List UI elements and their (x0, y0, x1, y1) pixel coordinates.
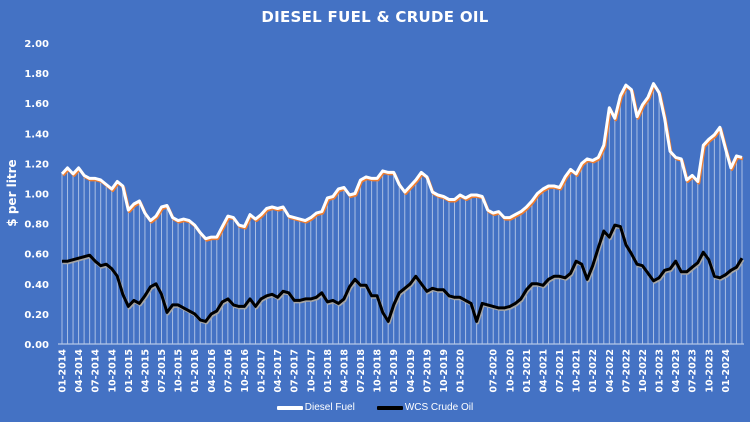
legend-swatch-diesel (276, 405, 303, 410)
x-tick-label: 10-2018 (373, 349, 384, 393)
y-tick-label: 1.60 (24, 99, 49, 110)
x-tick-label: 07-2017 (290, 349, 301, 393)
x-tick-label: 10-2021 (572, 349, 583, 393)
x-tick-label: 04-2021 (539, 349, 550, 393)
x-tick-label: 07-2016 (223, 349, 234, 393)
y-tick-label: 2.00 (24, 39, 49, 50)
drop-lines (61, 83, 743, 344)
legend-item-wcs[interactable]: WCS Crude Oil (376, 402, 474, 413)
x-tick-label: 04-2014 (74, 349, 85, 393)
x-tick-label: 07-2022 (621, 349, 632, 393)
svg-text:$ per litre: $ per litre (5, 159, 19, 226)
x-tick-label: 01-2017 (257, 349, 268, 393)
x-tick-label: 04-2017 (273, 349, 284, 393)
x-tick-label: 01-2016 (190, 349, 201, 393)
x-tick-label: 01-2015 (124, 349, 135, 393)
x-tick-label: 10-2023 (704, 349, 715, 393)
series-lines (60, 82, 745, 325)
x-tick-label: 10-2015 (174, 349, 185, 393)
x-tick-label: 01-2020 (456, 349, 467, 393)
x-tick-label: 10-2022 (638, 349, 649, 393)
x-tick-label: 04-2019 (406, 349, 417, 393)
wcs-crude-oil-line (62, 223, 744, 323)
x-tick-label: 07-2014 (91, 349, 102, 393)
x-tick-label: 04-2016 (207, 349, 218, 393)
chart-title: DIESEL FUEL & CRUDE OIL (261, 8, 489, 26)
x-axis-ticks: 01-2014 04-2014 07-2014 10-2014 01-2015 04-20… (58, 349, 732, 393)
y-tick-label: 0.40 (24, 280, 49, 291)
y-axis-title: $ per litre (5, 159, 19, 226)
x-tick-label: 07-2015 (157, 349, 168, 393)
x-tick-label: 01-2014 (58, 349, 69, 393)
y-tick-label: 0.60 (24, 250, 49, 261)
legend-swatch-wcs (376, 405, 403, 410)
y-tick-label: 1.40 (24, 129, 49, 140)
x-tick-label: 01-2024 (721, 349, 732, 393)
x-tick-label: 10-2017 (306, 349, 317, 393)
x-tick-label: 01-2022 (588, 349, 599, 393)
x-tick-label: 01-2019 (389, 349, 400, 393)
y-tick-label: 1.00 (24, 190, 49, 201)
x-tick-label: 10-2016 (240, 349, 251, 393)
x-tick-label: 01-2018 (323, 349, 334, 393)
y-tick-label: 1.80 (24, 69, 49, 80)
legend-label-diesel: Diesel Fuel (304, 402, 355, 413)
x-tick-label: 04-2023 (671, 349, 682, 393)
legend-label-wcs: WCS Crude Oil (404, 402, 474, 413)
y-tick-label: 0.80 (24, 220, 49, 231)
y-tick-label: 0.20 (24, 310, 49, 321)
x-tick-label: 01-2023 (655, 349, 666, 393)
legend-item-diesel[interactable]: Diesel Fuel (276, 402, 355, 413)
x-tick-label: 07-2019 (422, 349, 433, 393)
x-tick-label: 01-2021 (522, 349, 533, 393)
diesel-fuel-line (60, 82, 743, 241)
x-tick-label: 10-2014 (107, 349, 118, 393)
y-tick-label: 0.00 (24, 340, 49, 351)
x-tick-label: 07-2020 (489, 349, 500, 393)
y-tick-label: 1.20 (24, 159, 49, 170)
x-tick-label: 04-2018 (340, 349, 351, 393)
x-tick-label: 04-2015 (140, 349, 151, 393)
x-tick-label: 10-2019 (439, 349, 450, 393)
y-axis-ticks: 0.00 0.20 0.40 0.60 0.80 1.00 1.20 1.40 1.60 1.80… (24, 39, 49, 351)
line-chart-plot: $ per litre 0.00 0.20 0.40 0.60 0.80 1.00 1.20… (5, 39, 745, 393)
x-tick-label: 07-2018 (356, 349, 367, 393)
x-tick-label: 04-2022 (605, 349, 616, 393)
x-tick-label: 10-2020 (505, 349, 516, 393)
legend: Diesel Fuel WCS Crude Oil (0, 402, 750, 413)
x-tick-label: 07-2023 (688, 349, 699, 393)
x-tick-label: 07-2021 (555, 349, 566, 393)
